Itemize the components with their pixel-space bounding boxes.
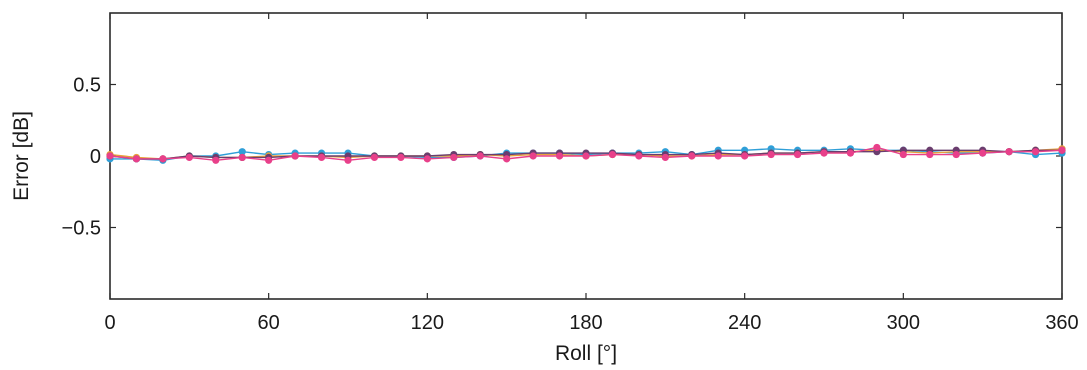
data-point [820,149,828,157]
axis-ticks [109,13,1063,299]
data-point [450,153,458,162]
y-tick-label: 0 [90,146,101,168]
data-point [265,156,273,164]
x-tick-label: 180 [569,312,602,334]
x-tick-label: 60 [258,312,280,334]
data-point [476,152,484,160]
y-tick-label: −0.5 [62,218,101,240]
x-tick-label: 240 [728,312,761,334]
x-tick-label: 120 [411,312,444,334]
data-point [608,150,617,159]
data-point [529,152,537,160]
x-tick-label: 0 [104,312,115,334]
data-point [555,152,564,160]
data-point [370,153,379,162]
series-layer [106,143,1066,164]
data-point [238,148,246,156]
series-4 [106,143,1066,164]
data-point [926,150,934,159]
tick-labels: 0 60 120 180 240 300 360 0.5 0 −0.5 [62,75,1079,335]
data-point [661,153,669,162]
x-tick-label: 360 [1045,312,1078,334]
data-point [582,152,590,160]
data-point [212,156,220,164]
data-point [767,150,775,159]
data-point [979,149,987,157]
data-point [1058,146,1066,154]
data-point [503,155,511,163]
data-point [132,155,141,163]
data-point [423,155,431,163]
y-axis-title: Error [dB] [10,111,33,201]
data-point [291,152,299,160]
data-point [317,153,326,162]
data-point [238,153,246,162]
data-point [185,153,193,162]
data-point [688,152,696,160]
data-point [159,155,167,163]
data-point [397,153,405,162]
x-tick-label: 300 [887,312,920,334]
data-point [899,150,907,159]
data-point [873,143,881,152]
data-point [741,152,749,160]
data-point [793,150,802,159]
data-point [846,149,855,157]
data-point [952,150,960,159]
data-point [635,152,643,160]
y-tick-label: 0.5 [73,75,101,97]
x-axis-title: Roll [°] [555,342,617,365]
data-point [1031,148,1040,156]
data-point [714,152,722,160]
data-point [344,156,352,164]
data-point [106,152,114,160]
data-point [1005,148,1013,156]
